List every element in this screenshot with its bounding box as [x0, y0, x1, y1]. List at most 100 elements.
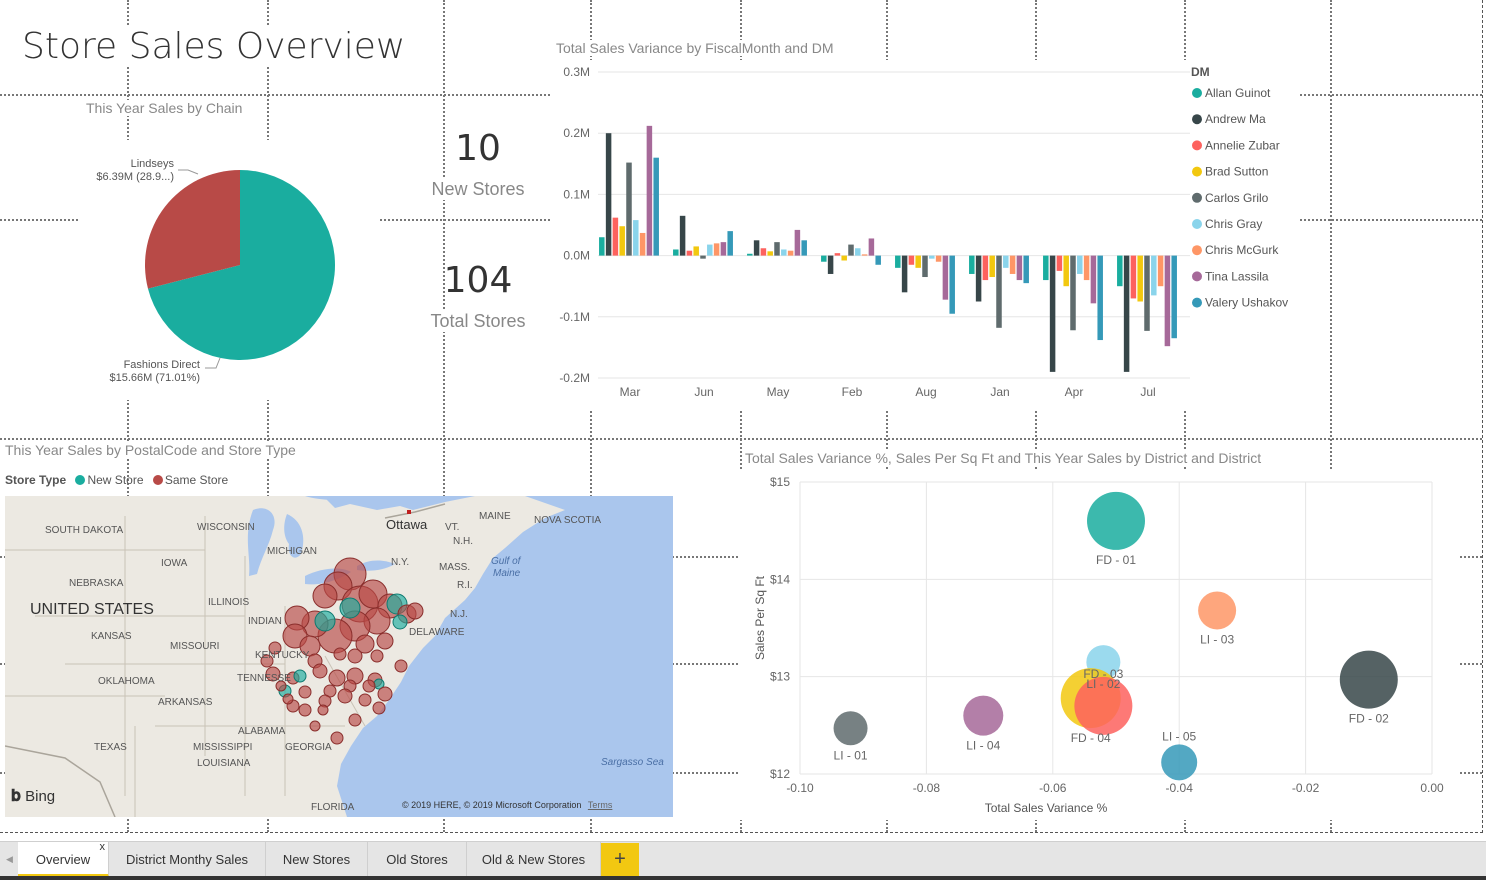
map-bubble[interactable]	[362, 679, 376, 693]
bar-andrew-ma-jun[interactable]	[679, 215, 686, 256]
scatter-chart[interactable]: -0.10 -0.08 -0.06 -0.04 -0.02 0.00 $15 $14 $13 $1…	[740, 470, 1460, 820]
map-bubble[interactable]	[260, 654, 274, 668]
map-bubble[interactable]	[314, 610, 336, 632]
bar-allan-guinot-mar[interactable]	[599, 237, 605, 256]
bar-legend-item[interactable]: Carlos Grilo	[1205, 191, 1269, 205]
bar-brad-sutton-mar[interactable]	[619, 226, 625, 256]
bar-tina-lassila-jan[interactable]	[1016, 255, 1023, 281]
scatter-point-li-04[interactable]	[963, 695, 1004, 736]
bar-chris-gray-jun[interactable]	[707, 244, 713, 256]
bar-tina-lassila-may[interactable]	[794, 229, 801, 256]
map-bubble[interactable]	[293, 669, 307, 683]
bar-valery-ushakov-may[interactable]	[801, 240, 807, 256]
bar-allan-guinot-jul[interactable]	[1117, 255, 1123, 287]
map-bubble[interactable]	[372, 701, 386, 715]
tab-new-stores[interactable]: New Stores	[266, 842, 368, 877]
map-bubble[interactable]	[406, 602, 424, 620]
bar-allan-guinot-jun[interactable]	[673, 249, 679, 256]
map-bubble[interactable]	[348, 713, 362, 727]
bar-tina-lassila-mar[interactable]	[646, 125, 653, 256]
pie-slice-fashions-direct[interactable]	[147, 170, 335, 360]
bar-legend-item[interactable]: Chris Gray	[1205, 217, 1262, 231]
bar-chris-gray-apr[interactable]	[1077, 255, 1083, 274]
bar-allan-guinot-aug[interactable]	[895, 255, 901, 268]
bar-chris-mcgurk-jul[interactable]	[1157, 255, 1164, 287]
map-bubble[interactable]	[392, 614, 408, 630]
bar-tina-lassila-jul[interactable]	[1164, 255, 1171, 347]
bar-brad-sutton-may[interactable]	[767, 251, 773, 256]
bar-tina-lassila-aug[interactable]	[942, 255, 949, 300]
bar-carlos-grilo-jul[interactable]	[1144, 255, 1150, 331]
map-bubble[interactable]	[330, 731, 344, 745]
bar-chris-mcgurk-apr[interactable]	[1083, 255, 1090, 281]
map-bubble[interactable]	[309, 720, 321, 732]
bar-tina-lassila-apr[interactable]	[1090, 255, 1097, 304]
map-bubble[interactable]	[370, 649, 384, 663]
bar-andrew-ma-mar[interactable]	[605, 133, 612, 256]
scatter-point-li-03[interactable]	[1198, 591, 1237, 630]
bar-chris-gray-feb[interactable]	[855, 248, 861, 256]
scatter-point-fd-01[interactable]	[1087, 491, 1145, 550]
bar-valery-ushakov-jan[interactable]	[1023, 255, 1029, 284]
bar-chris-mcgurk-jun[interactable]	[713, 243, 720, 256]
bar-annelie-zubar-aug[interactable]	[908, 255, 915, 265]
bar-annelie-zubar-may[interactable]	[760, 248, 767, 256]
pie-chart[interactable]: Lindseys$6.39M (28.9...) Fashions Direct$…	[80, 140, 380, 400]
bar-tina-lassila-jun[interactable]	[720, 242, 727, 256]
tab-district-monthy-sales[interactable]: District Monthy Sales	[109, 842, 266, 877]
bar-andrew-ma-aug[interactable]	[901, 255, 908, 293]
bar-carlos-grilo-jan[interactable]	[996, 255, 1002, 328]
bar-legend-item[interactable]: Chris McGurk	[1205, 243, 1279, 257]
map-bubble[interactable]	[298, 685, 312, 699]
bar-annelie-zubar-jun[interactable]	[686, 250, 693, 256]
bar-valery-ushakov-jun[interactable]	[727, 231, 733, 256]
map-bubble[interactable]	[376, 632, 394, 650]
bar-chris-gray-mar[interactable]	[633, 220, 639, 256]
map-bubble[interactable]	[347, 648, 363, 664]
pie-slice-lindseys[interactable]	[145, 170, 240, 289]
bar-annelie-zubar-jan[interactable]	[982, 255, 989, 281]
bar-annelie-zubar-mar[interactable]	[612, 217, 619, 256]
scatter-point-li-01[interactable]	[833, 711, 868, 746]
bar-brad-sutton-apr[interactable]	[1063, 255, 1069, 287]
bar-andrew-ma-jul[interactable]	[1123, 255, 1130, 372]
bar-carlos-grilo-aug[interactable]	[922, 255, 928, 278]
bar-legend-item[interactable]: Brad Sutton	[1205, 165, 1268, 179]
bar-andrew-ma-feb[interactable]	[827, 255, 834, 274]
bar-annelie-zubar-apr[interactable]	[1056, 255, 1063, 271]
map-canvas[interactable]: SOUTH DAKOTA WISCONSIN MICHIGAN IOWA NEB…	[5, 496, 673, 817]
bar-brad-sutton-jan[interactable]	[989, 255, 995, 278]
bar-andrew-ma-jan[interactable]	[975, 255, 982, 302]
bar-annelie-zubar-feb[interactable]	[834, 253, 841, 256]
map-bubble[interactable]	[328, 669, 346, 687]
map-bubble[interactable]	[339, 597, 361, 619]
bar-carlos-grilo-may[interactable]	[774, 242, 780, 256]
map-visual[interactable]: SOUTH DAKOTA WISCONSIN MICHIGAN IOWA NEB…	[5, 496, 673, 817]
bar-chris-gray-jan[interactable]	[1003, 255, 1009, 268]
bar-carlos-grilo-jun[interactable]	[700, 255, 706, 259]
add-page-button[interactable]: +	[601, 843, 639, 877]
bar-carlos-grilo-feb[interactable]	[848, 244, 854, 256]
bar-carlos-grilo-apr[interactable]	[1070, 255, 1076, 331]
bar-valery-ushakov-feb[interactable]	[875, 255, 881, 265]
bar-valery-ushakov-jul[interactable]	[1171, 255, 1177, 339]
bar-andrew-ma-apr[interactable]	[1049, 255, 1056, 372]
map-bubble[interactable]	[298, 703, 312, 717]
scatter-point-fd-02[interactable]	[1339, 650, 1398, 709]
bar-valery-ushakov-apr[interactable]	[1097, 255, 1103, 341]
bar-chart[interactable]: 0.3M 0.2M 0.1M 0.0M -0.1M -0.2M Mar Jun May Feb Au…	[550, 60, 1300, 410]
bar-legend-item[interactable]: Annelie Zubar	[1205, 138, 1280, 152]
scatter-point-li-02[interactable]	[1074, 676, 1133, 735]
map-bubble[interactable]	[358, 693, 372, 707]
map-bubble[interactable]	[312, 583, 338, 609]
bar-legend-item[interactable]: Allan Guinot	[1205, 86, 1271, 100]
scatter-point-li-05[interactable]	[1161, 744, 1198, 781]
map-bubble[interactable]	[265, 666, 281, 682]
tab-old-and-new-stores[interactable]: Old & New Stores	[467, 842, 601, 877]
tab-old-stores[interactable]: Old Stores	[368, 842, 467, 877]
bar-allan-guinot-feb[interactable]	[821, 255, 827, 262]
map-bubble[interactable]	[317, 704, 329, 716]
legend-same-store[interactable]: Same Store	[164, 473, 229, 487]
tab-overview[interactable]: Overview x	[18, 841, 109, 877]
bar-annelie-zubar-jul[interactable]	[1130, 255, 1137, 299]
